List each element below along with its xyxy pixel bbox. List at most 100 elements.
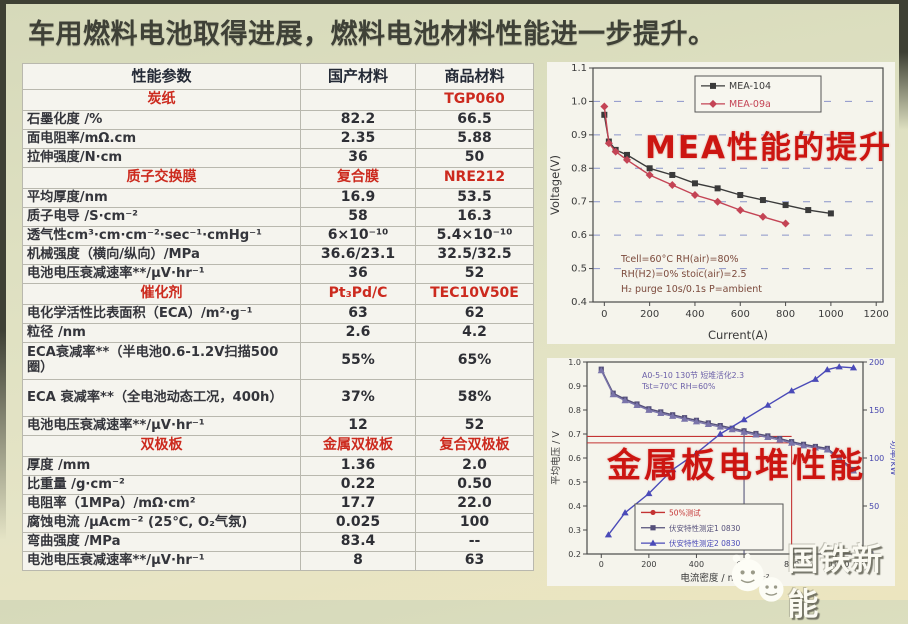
- domestic-cell: 0.025: [300, 513, 416, 533]
- commercial-cell: 32.5/32.5: [415, 245, 534, 265]
- svg-text:0.4: 0.4: [568, 502, 581, 511]
- param-cell: 电阻率（1MPa）/mΩ·cm²: [22, 494, 301, 514]
- commercial-cell: 53.5: [415, 188, 534, 208]
- svg-text:0.8: 0.8: [571, 163, 587, 174]
- table-row: 透气性cm³·cm·cm⁻²·sec⁻¹·cmHg⁻¹ 6×10⁻¹⁰ 5.4×10…: [22, 226, 534, 246]
- performance-table: 性能参数 国产材料 商品材料 炭纸 TGP060 石墨化度 /% 82.2 66.5 面电阻率…: [22, 63, 534, 571]
- svg-text:0.5: 0.5: [568, 478, 581, 487]
- param-cell: 质子交换膜: [22, 167, 301, 189]
- domestic-cell: 金属双极板: [300, 435, 416, 457]
- svg-text:200: 200: [641, 560, 656, 569]
- param-cell: 透气性cm³·cm·cm⁻²·sec⁻¹·cmHg⁻¹: [22, 226, 301, 246]
- svg-text:伏安特性测定1 0830: 伏安特性测定1 0830: [669, 523, 740, 533]
- param-cell: 电池电压衰减速率**/μV·hr⁻¹: [22, 416, 301, 436]
- table-row: 电池电压衰减速率**/μV·hr⁻¹ 12 52: [22, 416, 534, 436]
- param-cell: 机械强度（横向/纵向）/MPa: [22, 245, 301, 265]
- svg-text:50: 50: [869, 502, 879, 511]
- domestic-cell: 63: [300, 304, 416, 324]
- param-cell: 炭纸: [22, 89, 301, 111]
- param-cell: 电池电压衰减速率**/μV·hr⁻¹: [22, 551, 301, 571]
- commercial-cell: 2.0: [415, 456, 534, 476]
- table-row: ECA衰减率**（半电池0.6-1.2V扫描500圈） 55% 65%: [22, 342, 534, 380]
- param-cell: 电化学活性比表面积（ECA）/m²·g⁻¹: [22, 304, 301, 324]
- table-row: 面电阻率/mΩ.cm 2.35 5.88: [22, 129, 534, 149]
- table-header: 性能参数 国产材料 商品材料: [22, 63, 534, 90]
- svg-text:Tcell=60°C RH(air)=80%: Tcell=60°C RH(air)=80%: [620, 254, 739, 265]
- table-row: 粒径 /nm 2.6 4.2: [22, 323, 534, 343]
- svg-text:150: 150: [869, 406, 884, 415]
- domestic-cell: Pt₃Pd/C: [300, 283, 416, 305]
- svg-text:800: 800: [784, 560, 799, 569]
- table-row: 平均厚度/nm 16.9 53.5: [22, 188, 534, 208]
- param-cell: 厚度 /mm: [22, 456, 301, 476]
- stack-chart-overlay-title: 金属板电堆性能: [607, 446, 866, 486]
- svg-text:H₂ purge 10s/0.1s P=ambient: H₂ purge 10s/0.1s P=ambient: [621, 284, 762, 295]
- svg-text:RH(H2)=0% stoic(air)=2.5: RH(H2)=0% stoic(air)=2.5: [621, 269, 747, 280]
- commercial-cell: 58%: [415, 379, 534, 417]
- domestic-cell: 36: [300, 264, 416, 284]
- commercial-cell: 65%: [415, 342, 534, 380]
- table-row: 石墨化度 /% 82.2 66.5: [22, 110, 534, 130]
- svg-text:Current(A): Current(A): [708, 328, 768, 342]
- param-cell: 拉伸强度/N·cm: [22, 148, 301, 168]
- svg-text:MEA-09a: MEA-09a: [729, 99, 771, 110]
- svg-text:0.6: 0.6: [571, 230, 587, 241]
- commercial-cell: 50: [415, 148, 534, 168]
- table-row: 机械强度（横向/纵向）/MPa 36.6/23.1 32.5/32.5: [22, 245, 534, 265]
- param-cell: ECA 衰减率**（全电池动态工况，400h）: [22, 379, 301, 417]
- domestic-cell: 复合膜: [300, 167, 416, 189]
- svg-text:0.8: 0.8: [568, 406, 581, 415]
- table-row: 质子电导 /S·cm⁻² 58 16.3: [22, 207, 534, 227]
- slide-edge-right: [899, 0, 908, 130]
- performance-table-wrap: 性能参数 国产材料 商品材料 炭纸 TGP060 石墨化度 /% 82.2 66.5 面电阻率…: [22, 63, 534, 571]
- commercial-cell: 66.5: [415, 110, 534, 130]
- commercial-cell: 22.0: [415, 494, 534, 514]
- param-cell: ECA衰减率**（半电池0.6-1.2V扫描500圈）: [22, 342, 301, 380]
- domestic-cell: 17.7: [300, 494, 416, 514]
- svg-text:0: 0: [869, 550, 874, 559]
- svg-text:1.1: 1.1: [571, 63, 587, 74]
- param-cell: 双极板: [22, 435, 301, 457]
- table-row: 电池电压衰减速率**/μV·hr⁻¹ 36 52: [22, 264, 534, 284]
- domestic-cell: 37%: [300, 379, 416, 417]
- domestic-cell: 12: [300, 416, 416, 436]
- wechat-bubbles-icon: [731, 553, 784, 602]
- column-header-0: 性能参数: [22, 63, 301, 90]
- svg-text:0.9: 0.9: [568, 382, 581, 391]
- svg-text:200: 200: [640, 309, 659, 320]
- commercial-cell: 4.2: [415, 323, 534, 343]
- svg-text:0.5: 0.5: [571, 264, 587, 275]
- param-cell: 腐蚀电流 /μAcm⁻² (25℃, O₂气氛): [22, 513, 301, 533]
- svg-text:800: 800: [776, 309, 795, 320]
- section-row: 催化剂 Pt₃Pd/C TEC10V50E: [22, 283, 534, 305]
- slide-edge-top: [0, 0, 908, 4]
- param-cell: 比重量 /g·cm⁻²: [22, 475, 301, 495]
- svg-text:0.7: 0.7: [568, 430, 581, 439]
- svg-text:400: 400: [689, 560, 704, 569]
- svg-text:1000: 1000: [818, 309, 843, 320]
- domestic-cell: [300, 89, 416, 111]
- domestic-cell: 55%: [300, 342, 416, 380]
- commercial-cell: NRE212: [415, 167, 534, 189]
- domestic-cell: 83.4: [300, 532, 416, 552]
- table-row: 腐蚀电流 /μAcm⁻² (25℃, O₂气氛) 0.025 100: [22, 513, 534, 533]
- section-row: 炭纸 TGP060: [22, 89, 534, 111]
- param-cell: 弯曲强度 /MPa: [22, 532, 301, 552]
- commercial-cell: TEC10V50E: [415, 283, 534, 305]
- domestic-cell: 2.35: [300, 129, 416, 149]
- domestic-cell: 82.2: [300, 110, 416, 130]
- domestic-cell: 2.6: [300, 323, 416, 343]
- table-row: 拉伸强度/N·cm 36 50: [22, 148, 534, 168]
- param-cell: 质子电导 /S·cm⁻²: [22, 207, 301, 227]
- table-row: ECA 衰减率**（全电池动态工况，400h） 37% 58%: [22, 379, 534, 417]
- commercial-cell: 0.50: [415, 475, 534, 495]
- svg-text:0.9: 0.9: [571, 130, 587, 141]
- svg-text:50%测试: 50%测试: [669, 507, 701, 517]
- param-cell: 石墨化度 /%: [22, 110, 301, 130]
- domestic-cell: 0.22: [300, 475, 416, 495]
- table-row: 电池电压衰减速率**/μV·hr⁻¹ 8 63: [22, 551, 534, 571]
- svg-text:0.3: 0.3: [568, 526, 581, 535]
- param-cell: 催化剂: [22, 283, 301, 305]
- svg-text:0: 0: [601, 309, 607, 320]
